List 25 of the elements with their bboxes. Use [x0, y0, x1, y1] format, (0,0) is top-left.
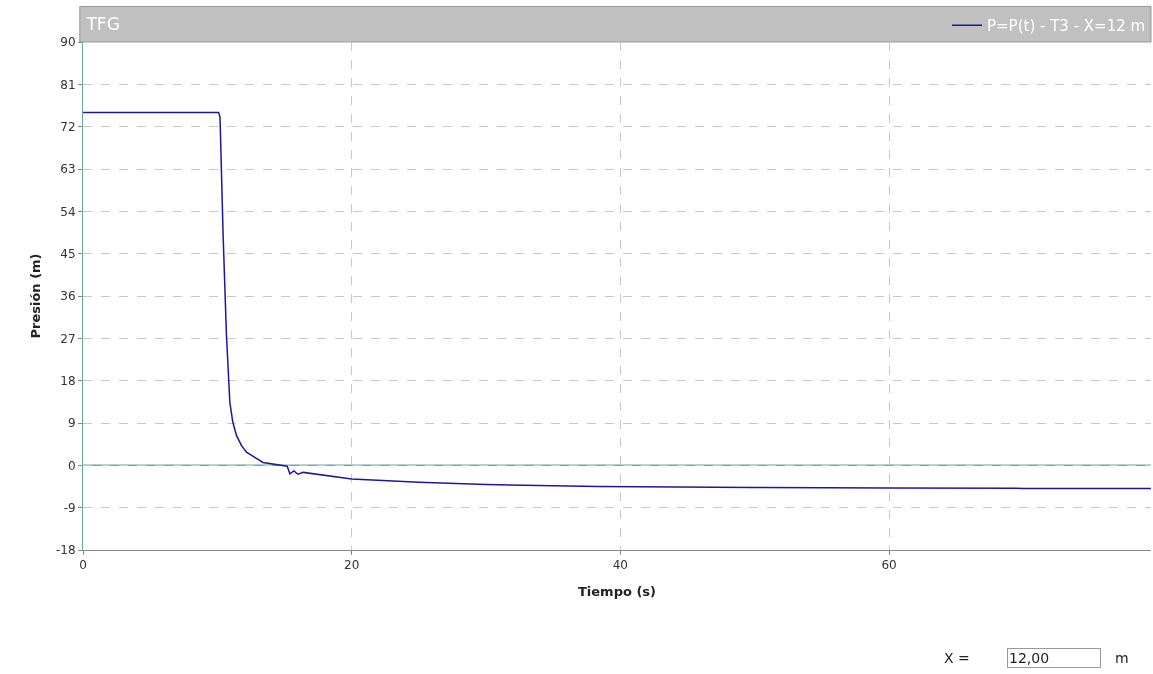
y-axis-title: Presión (m): [27, 253, 43, 339]
x-tick-label: 0: [79, 558, 87, 573]
y-tick-label: 45: [60, 246, 76, 261]
y-tick-label: 54: [60, 204, 76, 219]
chart-title: TFG: [85, 13, 120, 34]
y-tick-label: 72: [60, 119, 76, 134]
line-series: [83, 111, 1151, 490]
y-tick-label: 18: [60, 373, 76, 388]
x-tick-label: 60: [881, 558, 897, 573]
y-tick-label: -9: [63, 500, 76, 515]
text: m: [1115, 650, 1129, 666]
y-tick-label: 90: [60, 35, 76, 50]
y-tick-label: 0: [67, 458, 76, 473]
y-tick-label: 81: [60, 77, 76, 92]
x-tick-label: 40: [612, 558, 628, 573]
y-tick-label: 63: [60, 162, 76, 177]
y-tick-label: 27: [60, 331, 76, 346]
x-axis-title: Tiempo (s): [577, 584, 657, 599]
text: X =: [944, 650, 970, 666]
y-tick-label: -18: [55, 543, 76, 558]
y-tick-label: 36: [60, 289, 76, 304]
x-tick-label: 20: [344, 558, 360, 573]
legend-label: P=P(t) - T3 - X=12 m: [987, 17, 1146, 36]
text: 12,00: [1009, 650, 1050, 666]
y-tick-label: 9: [67, 416, 76, 431]
